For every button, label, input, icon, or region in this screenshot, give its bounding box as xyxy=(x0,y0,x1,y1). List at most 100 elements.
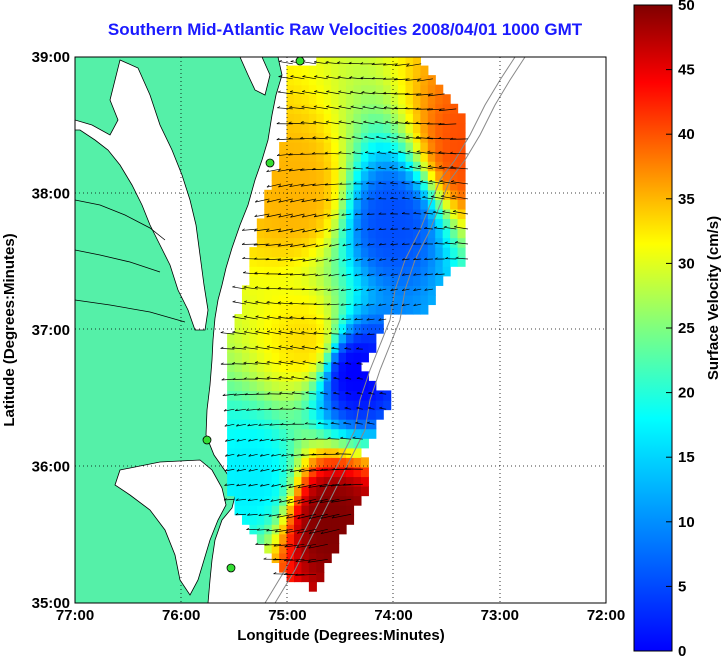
velocity-cell xyxy=(227,476,236,487)
velocity-cell xyxy=(241,438,250,449)
velocity-cell xyxy=(271,352,280,363)
colorbar-tick-label: 30 xyxy=(678,255,695,272)
velocity-arrowhead xyxy=(233,393,237,396)
velocity-arrowhead xyxy=(288,153,292,156)
velocity-arrowhead xyxy=(266,199,270,203)
velocity-arrow xyxy=(243,331,258,335)
velocity-cell xyxy=(323,218,332,229)
velocity-cell xyxy=(412,256,421,267)
velocity-arrow xyxy=(288,122,305,125)
velocity-arrow xyxy=(312,183,328,187)
velocity-cell xyxy=(360,285,369,296)
velocity-cell xyxy=(264,218,273,229)
velocity-arrowhead xyxy=(361,91,365,93)
velocity-cell xyxy=(368,323,377,334)
velocity-arrow xyxy=(279,392,293,395)
velocity-cell xyxy=(301,457,310,468)
velocity-arrowhead xyxy=(222,393,226,396)
velocity-arrowhead xyxy=(424,257,428,260)
velocity-arrow xyxy=(367,243,375,246)
velocity-arrow xyxy=(398,151,410,155)
velocity-cell xyxy=(368,199,377,210)
velocity-arrow xyxy=(278,213,293,218)
velocity-arrow xyxy=(341,273,352,277)
velocity-arrowhead xyxy=(289,301,293,304)
velocity-cell xyxy=(264,533,273,544)
velocity-arrow xyxy=(405,78,422,81)
velocity-arrowhead xyxy=(341,273,345,277)
velocity-cell xyxy=(427,180,436,191)
velocity-cell xyxy=(398,256,407,267)
velocity-arrowhead xyxy=(243,377,247,380)
velocity-arrow xyxy=(279,498,293,503)
velocity-arrowhead xyxy=(434,272,438,276)
velocity-cell xyxy=(323,57,332,67)
velocity-arrowhead xyxy=(302,437,306,440)
velocity-cell xyxy=(234,390,243,401)
velocity-arrow xyxy=(255,346,270,350)
velocity-cell xyxy=(264,285,273,296)
velocity-arrow xyxy=(301,331,317,335)
velocity-arrowhead xyxy=(401,242,405,245)
velocity-cell xyxy=(442,189,451,200)
velocity-arrow xyxy=(379,273,387,276)
velocity-arrowhead xyxy=(280,438,284,441)
velocity-cell xyxy=(271,371,280,382)
velocity-cell xyxy=(316,84,325,95)
velocity-cell xyxy=(301,485,310,497)
velocity-arrow xyxy=(317,362,328,365)
velocity-arrowhead xyxy=(276,137,280,141)
velocity-cell xyxy=(301,571,310,583)
velocity-arrow xyxy=(352,437,363,440)
velocity-cell xyxy=(323,75,332,86)
velocity-arrowhead xyxy=(427,93,431,97)
velocity-arrow xyxy=(350,106,363,110)
velocity-cell xyxy=(308,428,317,439)
velocity-cell xyxy=(427,237,436,248)
velocity-arrow xyxy=(232,301,247,305)
velocity-cell xyxy=(286,247,295,258)
velocity-arrow xyxy=(313,106,328,110)
velocity-arrowhead xyxy=(269,423,273,426)
velocity-cell xyxy=(390,199,399,210)
velocity-arrow xyxy=(302,243,317,248)
velocity-arrowhead xyxy=(364,151,369,153)
velocity-cell xyxy=(375,84,384,95)
velocity-arrowhead xyxy=(354,273,358,277)
velocity-arrowhead xyxy=(340,436,344,439)
velocity-cell xyxy=(279,562,288,573)
velocity-cell xyxy=(301,314,310,325)
velocity-cell xyxy=(316,199,325,210)
velocity-cell xyxy=(301,447,310,458)
velocity-cell xyxy=(442,170,451,181)
velocity-arrowhead xyxy=(289,273,293,276)
velocity-cell xyxy=(249,304,258,315)
velocity-arrow xyxy=(295,558,317,563)
velocity-cell xyxy=(286,170,295,181)
velocity-cell xyxy=(286,352,295,363)
velocity-cell xyxy=(353,189,362,200)
velocity-arrow xyxy=(378,303,387,307)
velocity-arrow xyxy=(320,392,328,395)
velocity-cell xyxy=(294,247,303,258)
velocity-arrowhead xyxy=(224,424,228,427)
velocity-cell xyxy=(241,390,250,401)
velocity-cell xyxy=(375,218,384,229)
velocity-cell xyxy=(308,228,317,239)
velocity-cell xyxy=(353,419,362,430)
velocity-cell xyxy=(331,113,340,124)
velocity-cell xyxy=(271,447,280,458)
velocity-cell xyxy=(264,457,273,468)
velocity-cell xyxy=(398,94,407,105)
velocity-cell xyxy=(294,476,303,487)
velocity-arrow xyxy=(266,228,282,232)
velocity-cell xyxy=(241,361,250,372)
velocity-arrowhead xyxy=(354,212,358,216)
velocity-arrowhead xyxy=(393,92,397,95)
velocity-cell xyxy=(457,180,466,191)
velocity-arrow xyxy=(418,166,433,170)
velocity-cell xyxy=(360,103,369,114)
velocity-cell xyxy=(264,409,273,420)
velocity-arrow xyxy=(342,243,352,247)
velocity-cell xyxy=(390,266,399,277)
